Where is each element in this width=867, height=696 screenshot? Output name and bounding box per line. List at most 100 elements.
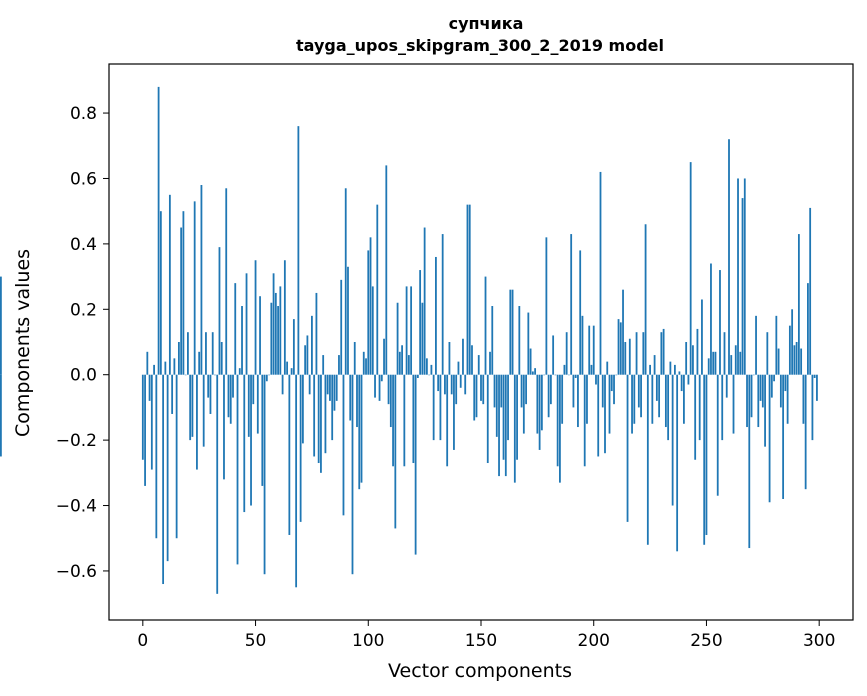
- bar: [522, 374, 525, 434]
- bar: [439, 374, 442, 441]
- bar: [707, 358, 710, 375]
- bar: [637, 374, 640, 408]
- bar: [432, 374, 435, 441]
- bar: [229, 374, 232, 424]
- bar: [649, 364, 651, 375]
- bar: [227, 374, 230, 418]
- x-tick-label: 300: [803, 631, 835, 651]
- bar: [207, 374, 210, 398]
- bar: [200, 185, 203, 375]
- bar: [766, 332, 769, 375]
- bar: [358, 374, 361, 490]
- bar: [281, 374, 284, 395]
- bar: [619, 322, 622, 375]
- bar: [223, 374, 225, 480]
- bar: [180, 227, 183, 375]
- bar: [703, 374, 706, 545]
- bar: [0, 276, 2, 375]
- bar: [543, 374, 546, 376]
- plot-frame: [108, 63, 854, 621]
- bar: [315, 292, 318, 375]
- bar: [205, 332, 207, 375]
- bar: [274, 292, 277, 375]
- bar: [572, 374, 575, 408]
- bar: [752, 374, 755, 376]
- bar: [412, 374, 415, 464]
- bar: [304, 345, 307, 375]
- bar: [272, 273, 275, 375]
- bar: [191, 374, 194, 437]
- bar: [518, 306, 521, 375]
- bar: [660, 332, 663, 375]
- bar: [263, 374, 266, 575]
- bar: [586, 374, 588, 424]
- bar: [588, 325, 591, 375]
- bar: [773, 374, 775, 382]
- bar: [692, 345, 694, 375]
- bar: [581, 315, 584, 375]
- x-axis-label: Vector components: [388, 660, 572, 682]
- bar: [606, 361, 609, 375]
- bar: [385, 165, 388, 375]
- bar: [256, 374, 259, 434]
- bar: [813, 374, 816, 378]
- bar: [338, 355, 340, 375]
- bar: [592, 325, 595, 375]
- bar: [816, 374, 818, 401]
- bar: [504, 374, 507, 477]
- bar: [173, 358, 176, 375]
- bar: [538, 374, 541, 450]
- bar: [741, 198, 744, 375]
- bar: [398, 351, 401, 375]
- x-tick-label: 250: [690, 631, 722, 651]
- y-tick-label: −0.4: [56, 497, 97, 517]
- bar: [446, 374, 449, 467]
- bar: [175, 374, 178, 539]
- bar: [159, 211, 162, 375]
- bar: [646, 374, 649, 545]
- bar: [725, 374, 728, 398]
- bar: [362, 351, 365, 375]
- bar: [437, 374, 440, 392]
- bar: [574, 374, 577, 378]
- bar: [232, 374, 234, 398]
- bar: [628, 338, 631, 375]
- bar: [626, 374, 629, 522]
- bar: [807, 283, 809, 375]
- bar: [782, 374, 785, 499]
- bar: [360, 374, 363, 483]
- bar: [146, 351, 149, 375]
- bar: [416, 374, 419, 378]
- bar: [552, 335, 555, 375]
- bar: [430, 364, 433, 375]
- bar: [220, 342, 223, 375]
- bar: [475, 374, 478, 418]
- chart-title: супчика: [449, 14, 524, 33]
- bar: [453, 374, 455, 450]
- bar: [374, 374, 376, 398]
- bar: [238, 368, 241, 375]
- bar: [723, 332, 726, 375]
- bar: [748, 374, 751, 549]
- bar: [243, 374, 246, 513]
- bar: [568, 374, 570, 376]
- bar: [270, 302, 273, 375]
- bar: [701, 299, 703, 375]
- bar: [247, 374, 250, 437]
- bar: [755, 315, 757, 375]
- bar: [326, 374, 329, 395]
- bar: [394, 374, 397, 529]
- bar: [387, 374, 390, 405]
- bar: [144, 374, 146, 486]
- bar: [371, 286, 374, 375]
- bar: [615, 374, 618, 376]
- bar: [791, 309, 794, 375]
- bar: [728, 139, 730, 375]
- bar: [0, 374, 2, 457]
- bar: [403, 374, 406, 467]
- bar: [198, 351, 201, 375]
- bar: [683, 374, 685, 424]
- bar: [513, 374, 516, 483]
- bar: [471, 345, 473, 375]
